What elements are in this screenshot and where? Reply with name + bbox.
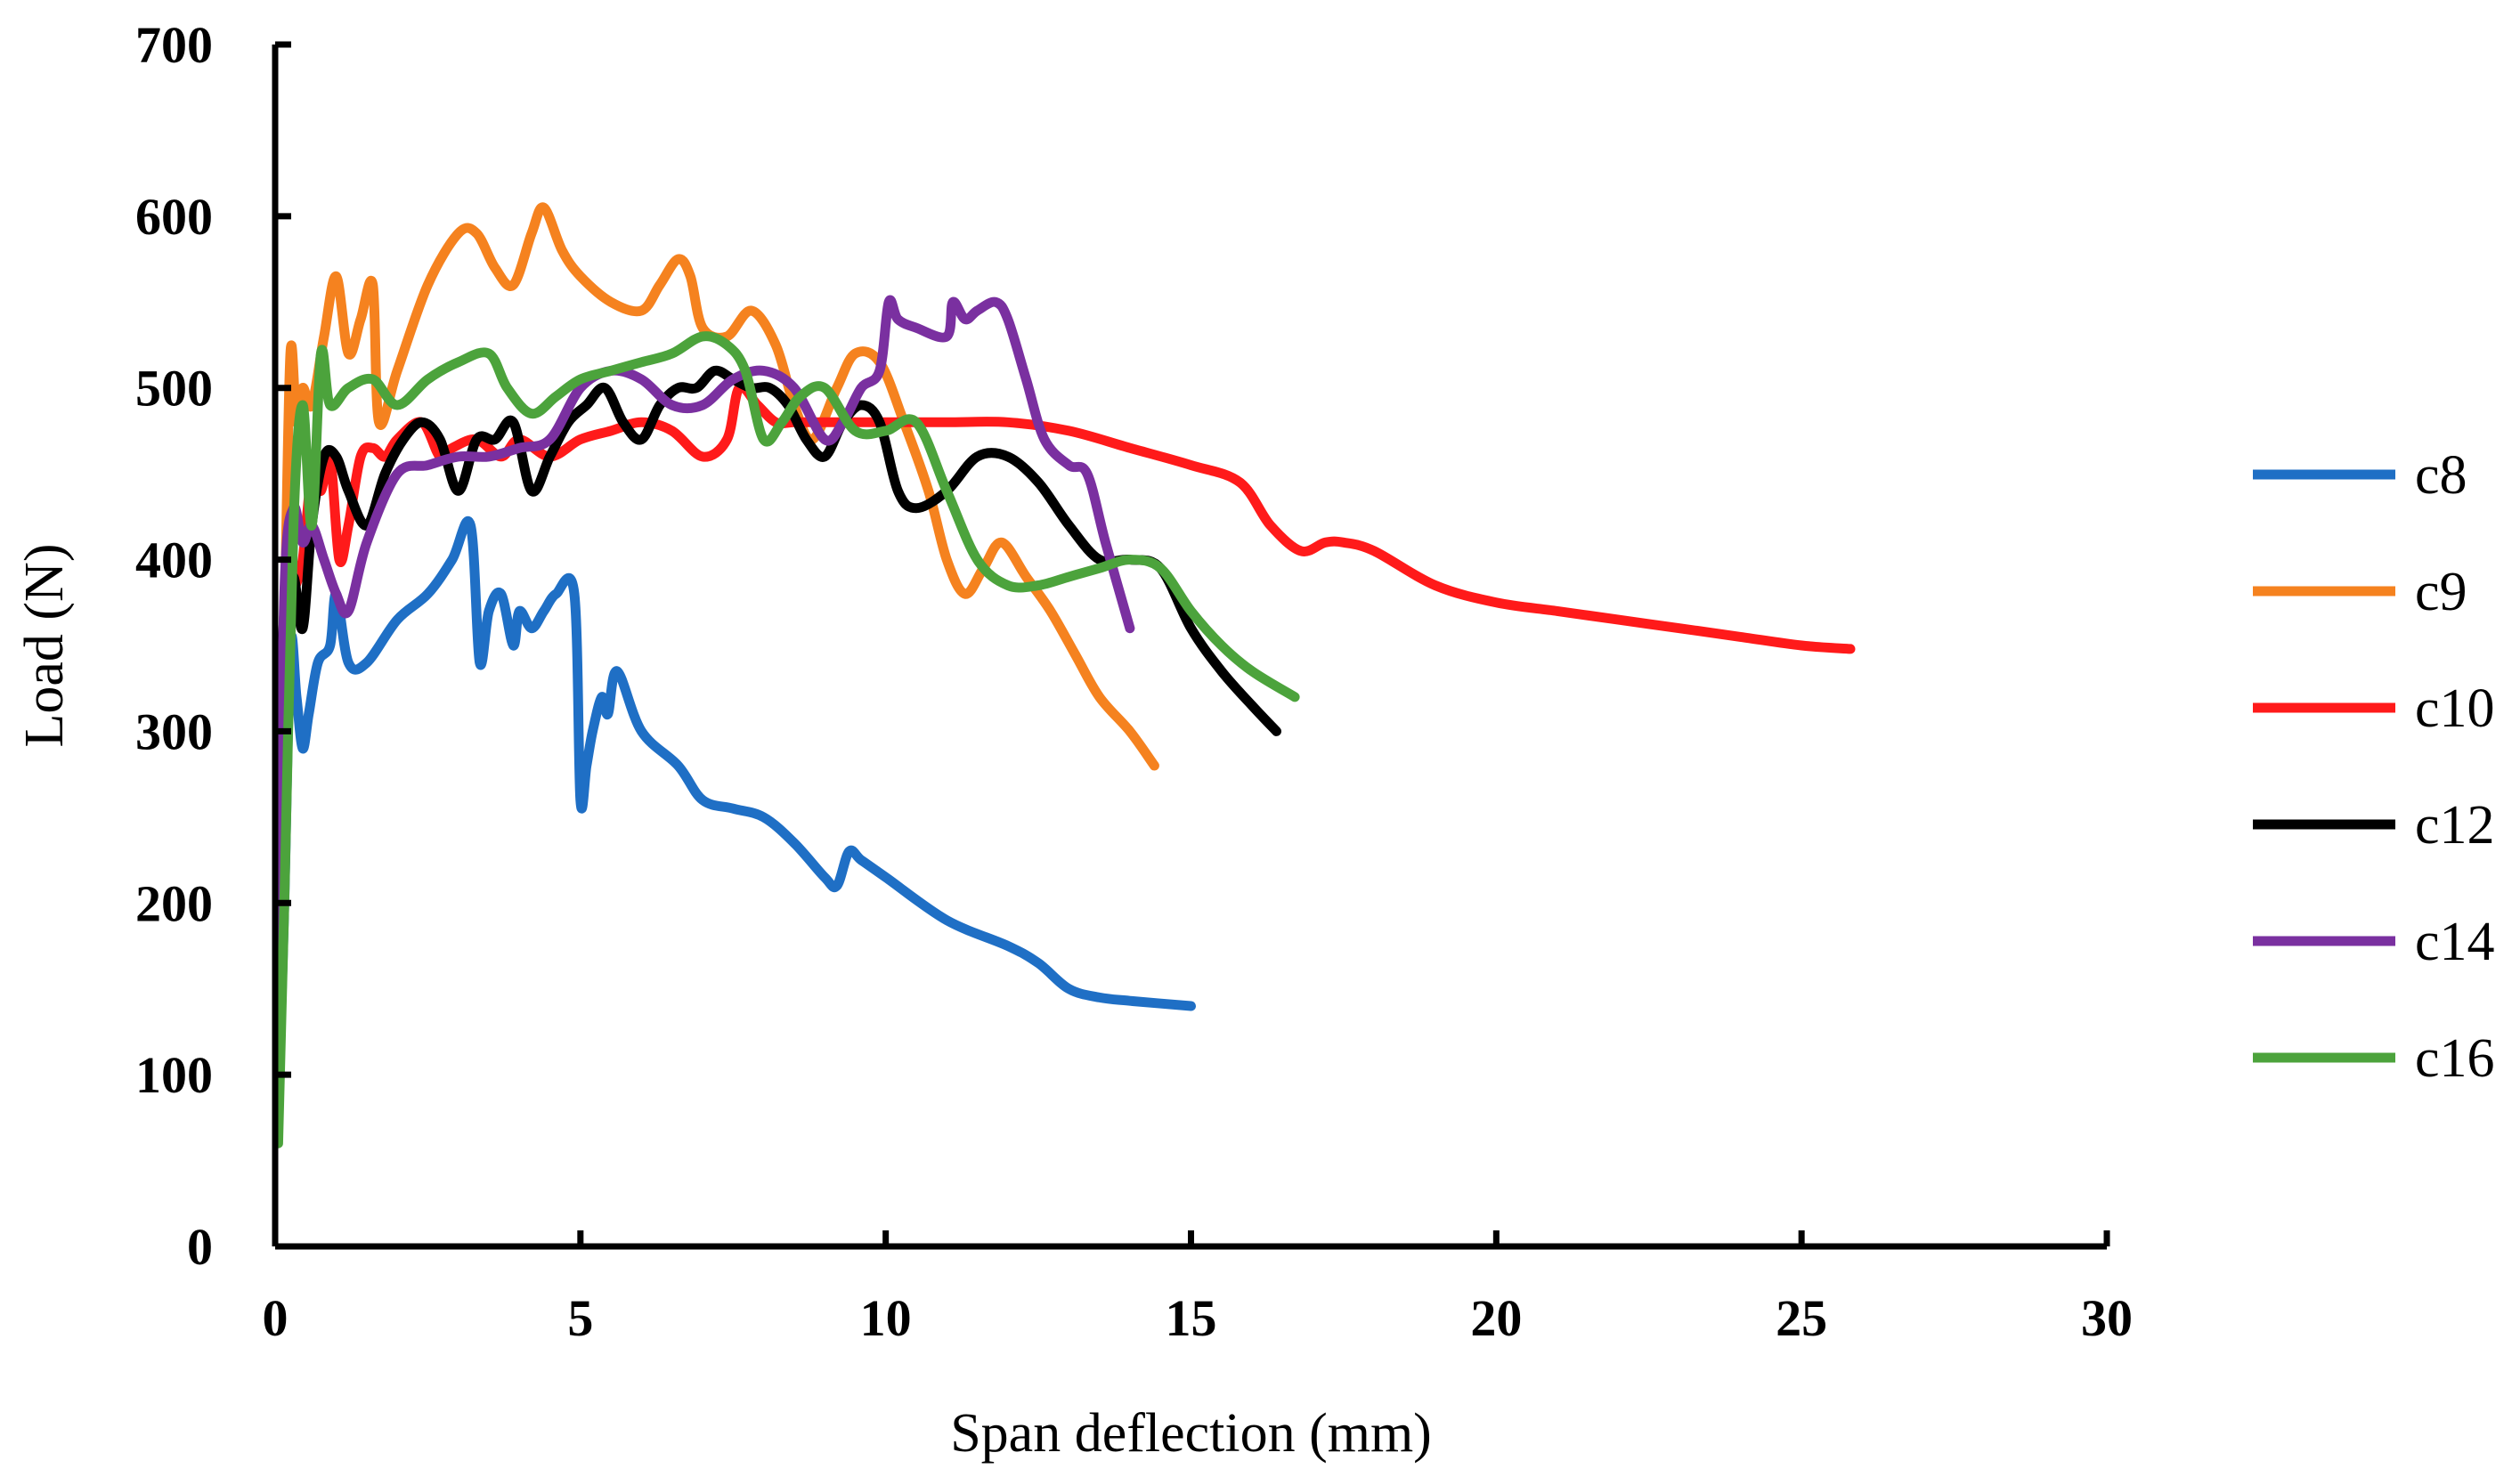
legend-label-c12: c12	[2415, 795, 2495, 856]
y-tick-label: 700	[135, 16, 213, 74]
x-tick-label: 25	[1776, 1289, 1827, 1347]
series-line-c10	[272, 381, 1856, 908]
series-line-c8	[272, 516, 1196, 1115]
legend: c8 c9 c10 c12 c14 c16	[2253, 445, 2495, 1089]
x-tick-label: 0	[263, 1289, 289, 1347]
y-tick-label: 200	[135, 874, 213, 932]
legend-label-c16: c16	[2415, 1028, 2495, 1089]
legend-label-c14: c14	[2415, 912, 2495, 972]
y-tick-label: 400	[135, 532, 213, 589]
y-axis-title: Load (N)	[14, 544, 75, 748]
y-tick-label: 600	[135, 188, 213, 246]
series-layer	[272, 202, 1856, 1148]
series-line-c14	[272, 295, 1135, 994]
x-tick-label: 5	[567, 1289, 593, 1347]
y-ticks: 0 100 200 300 400 500 600 700	[135, 16, 291, 1276]
x-ticks: 0 5 10 15 20 25 30	[263, 1230, 2133, 1347]
x-tick-label: 15	[1166, 1289, 1217, 1347]
x-tick-label: 20	[1470, 1289, 1522, 1347]
x-axis-title: Span deflection (mm)	[950, 1403, 1432, 1464]
series-line-c16	[272, 331, 1300, 1148]
x-tick-label: 30	[2081, 1289, 2133, 1347]
legend-label-c9: c9	[2415, 562, 2467, 622]
x-tick-label: 10	[860, 1289, 912, 1347]
y-tick-label: 300	[135, 702, 213, 760]
y-tick-label: 500	[135, 360, 213, 418]
y-tick-label: 0	[187, 1218, 213, 1276]
legend-label-c10: c10	[2415, 678, 2495, 739]
legend-label-c8: c8	[2415, 445, 2467, 506]
y-tick-label: 100	[135, 1046, 213, 1104]
